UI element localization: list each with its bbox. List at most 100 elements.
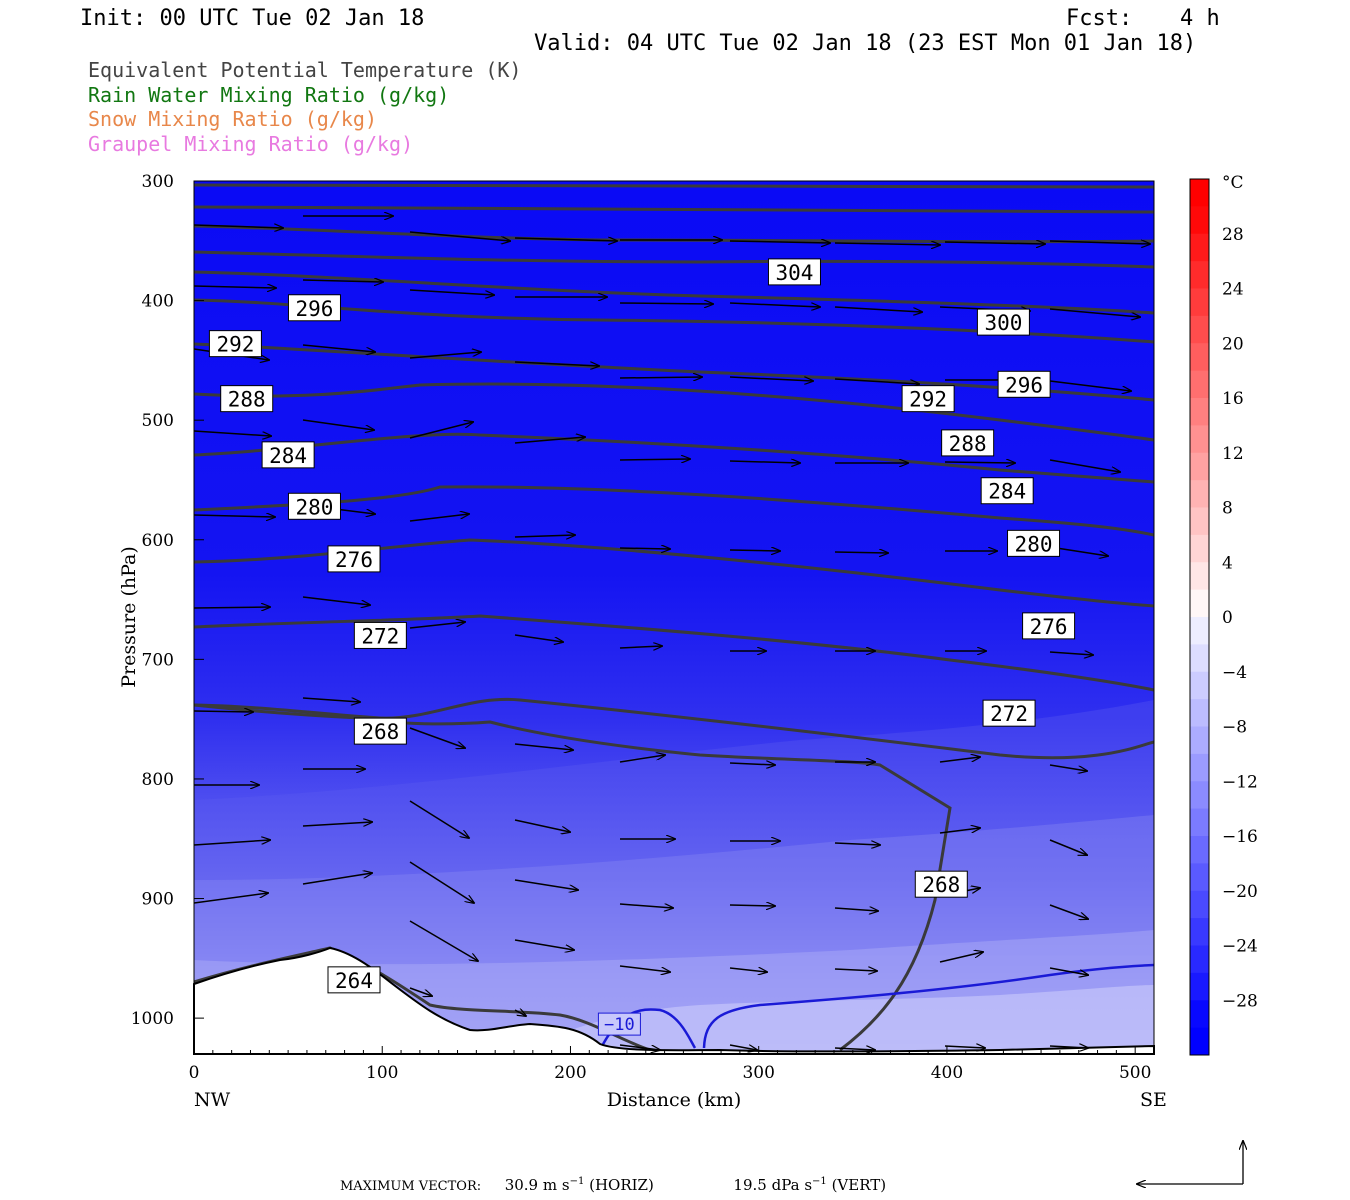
wind-vector-49 <box>619 646 662 648</box>
wind-vector-93 <box>729 1044 757 1050</box>
wind-vector-72 <box>302 822 372 827</box>
colorbar-label-3: 16 <box>1222 389 1244 409</box>
x-tick-label-2: 200 <box>554 1063 586 1083</box>
wind-vector-83 <box>409 920 478 961</box>
theta-e-contour-8 <box>194 432 1154 484</box>
valid-time: Valid: 04 UTC Tue 02 Jan 18 (23 EST Mon … <box>534 31 1197 56</box>
theta-e-label-13: 276 <box>1030 615 1068 639</box>
y-tick-label-3: 600 <box>142 531 174 551</box>
wind-vector-58 <box>619 755 665 763</box>
wind-vector-5 <box>729 241 830 243</box>
wind-vector-89 <box>1049 967 1088 975</box>
colorbar-label-2: 20 <box>1222 334 1244 354</box>
colorbar-label-4: 12 <box>1222 444 1244 464</box>
theta-e-label-8: 284 <box>269 444 307 468</box>
colorbar-swatch <box>1190 1027 1209 1056</box>
wind-vector-95 <box>944 1046 985 1048</box>
x-tick-label-0: 0 <box>189 1063 200 1083</box>
theta-e-label-box-11 <box>1007 529 1061 557</box>
colorbar-swatch <box>1190 753 1209 782</box>
field-title-snow: Snow Mixing Ratio (g/kg) <box>88 107 377 131</box>
temperature-label-box <box>597 1012 641 1036</box>
colorbar-swatch <box>1190 890 1209 919</box>
colorbar-label-7: 0 <box>1222 608 1233 628</box>
theta-e-contour-7 <box>194 382 1154 442</box>
max-horiz-unit: m s <box>542 1176 570 1194</box>
colorbar-frame <box>1189 178 1210 1056</box>
wind-vector-80 <box>1049 904 1088 919</box>
y-tick-label-6: 900 <box>142 890 174 910</box>
temperature-label: −10 <box>597 1012 641 1036</box>
forecast-label: Fcst: <box>1066 6 1133 31</box>
colorbar-swatch <box>1190 233 1209 262</box>
wind-vector-76 <box>619 903 673 908</box>
wind-vector-13 <box>619 303 713 304</box>
wind-vector-90 <box>409 987 432 996</box>
wind-vector-20 <box>409 352 481 359</box>
wind-vector-48 <box>514 634 563 642</box>
theta-e-label-box-7 <box>941 429 995 457</box>
wind-vector-69 <box>834 843 880 845</box>
wind-vector-27 <box>302 419 374 430</box>
wind-vector-10 <box>194 286 276 288</box>
colorbar-swatch <box>1190 534 1209 563</box>
wind-vector-84 <box>514 939 574 950</box>
max-vert-tag: (VERT) <box>831 1176 887 1194</box>
wind-vector-26 <box>1049 380 1131 391</box>
wind-vector-59 <box>729 763 775 765</box>
wind-vector-21 <box>514 361 599 366</box>
colorbar-swatch <box>1190 863 1209 892</box>
y-tick-label-7: 1000 <box>131 1009 174 1029</box>
y-tick-label-4: 700 <box>142 650 174 670</box>
wind-vector-91 <box>514 1010 526 1016</box>
wind-vector-73 <box>194 840 270 846</box>
theta-e-label-4: 296 <box>1005 373 1043 397</box>
theta-e-label-11: 280 <box>1015 532 1053 556</box>
colorbar-swatch <box>1190 945 1209 974</box>
field-title-graupel: Graupel Mixing Ratio (g/kg) <box>88 132 414 156</box>
colorbar-swatch <box>1190 370 1209 399</box>
field-title-rain: Rain Water Mixing Ratio (g/kg) <box>88 83 450 107</box>
theta-e-label-box-14 <box>353 621 407 649</box>
wind-vector-78 <box>834 908 878 911</box>
colorbar-swatch <box>1190 507 1209 536</box>
theta-e-label-9: 284 <box>988 480 1026 504</box>
colorbar-label-8: −4 <box>1222 663 1247 683</box>
max-horiz-exp: −1 <box>569 1176 585 1187</box>
wind-vector-96 <box>1049 1046 1088 1048</box>
theta-e-label-box-3 <box>208 330 262 358</box>
colorbar-swatch <box>1190 781 1209 810</box>
colorbar-swatch <box>1190 644 1209 673</box>
x-tick-label-3: 300 <box>742 1063 774 1083</box>
max-vert-exp: −1 <box>812 1176 827 1187</box>
theta-e-label-box-10 <box>287 492 341 520</box>
wind-vector-39 <box>514 535 575 537</box>
colorbar-unit: °C <box>1222 173 1244 193</box>
wind-vector-81 <box>302 873 372 885</box>
init-time: Init: 00 UTC Tue 02 Jan 18 <box>80 6 425 31</box>
colorbar-swatch <box>1190 726 1209 755</box>
temp-band-4 <box>520 985 1154 1054</box>
colorbar-swatch <box>1190 836 1209 864</box>
wind-vector-62 <box>1049 764 1087 771</box>
colorbar-label-5: 8 <box>1222 499 1233 519</box>
wind-vector-54 <box>302 697 360 702</box>
wind-vector-40 <box>619 548 670 549</box>
wind-vector-2 <box>409 231 510 241</box>
y-tick-label-5: 800 <box>142 770 174 790</box>
wind-vector-55 <box>194 711 253 712</box>
theta-e-contour-9 <box>194 485 1154 537</box>
x-axis-title: Distance (km) <box>607 1089 742 1111</box>
colorbar-swatch <box>1190 288 1209 317</box>
x-tick-label-4: 400 <box>931 1063 963 1083</box>
wind-vector-88 <box>939 952 983 963</box>
colorbar-swatch <box>1190 398 1209 426</box>
colorbar-swatch <box>1190 671 1209 700</box>
wind-vector-7 <box>944 242 1045 244</box>
colorbar-label-11: −16 <box>1222 827 1258 847</box>
temp-band-1 <box>194 700 1154 1054</box>
theta-e-label-box-18 <box>327 966 381 994</box>
